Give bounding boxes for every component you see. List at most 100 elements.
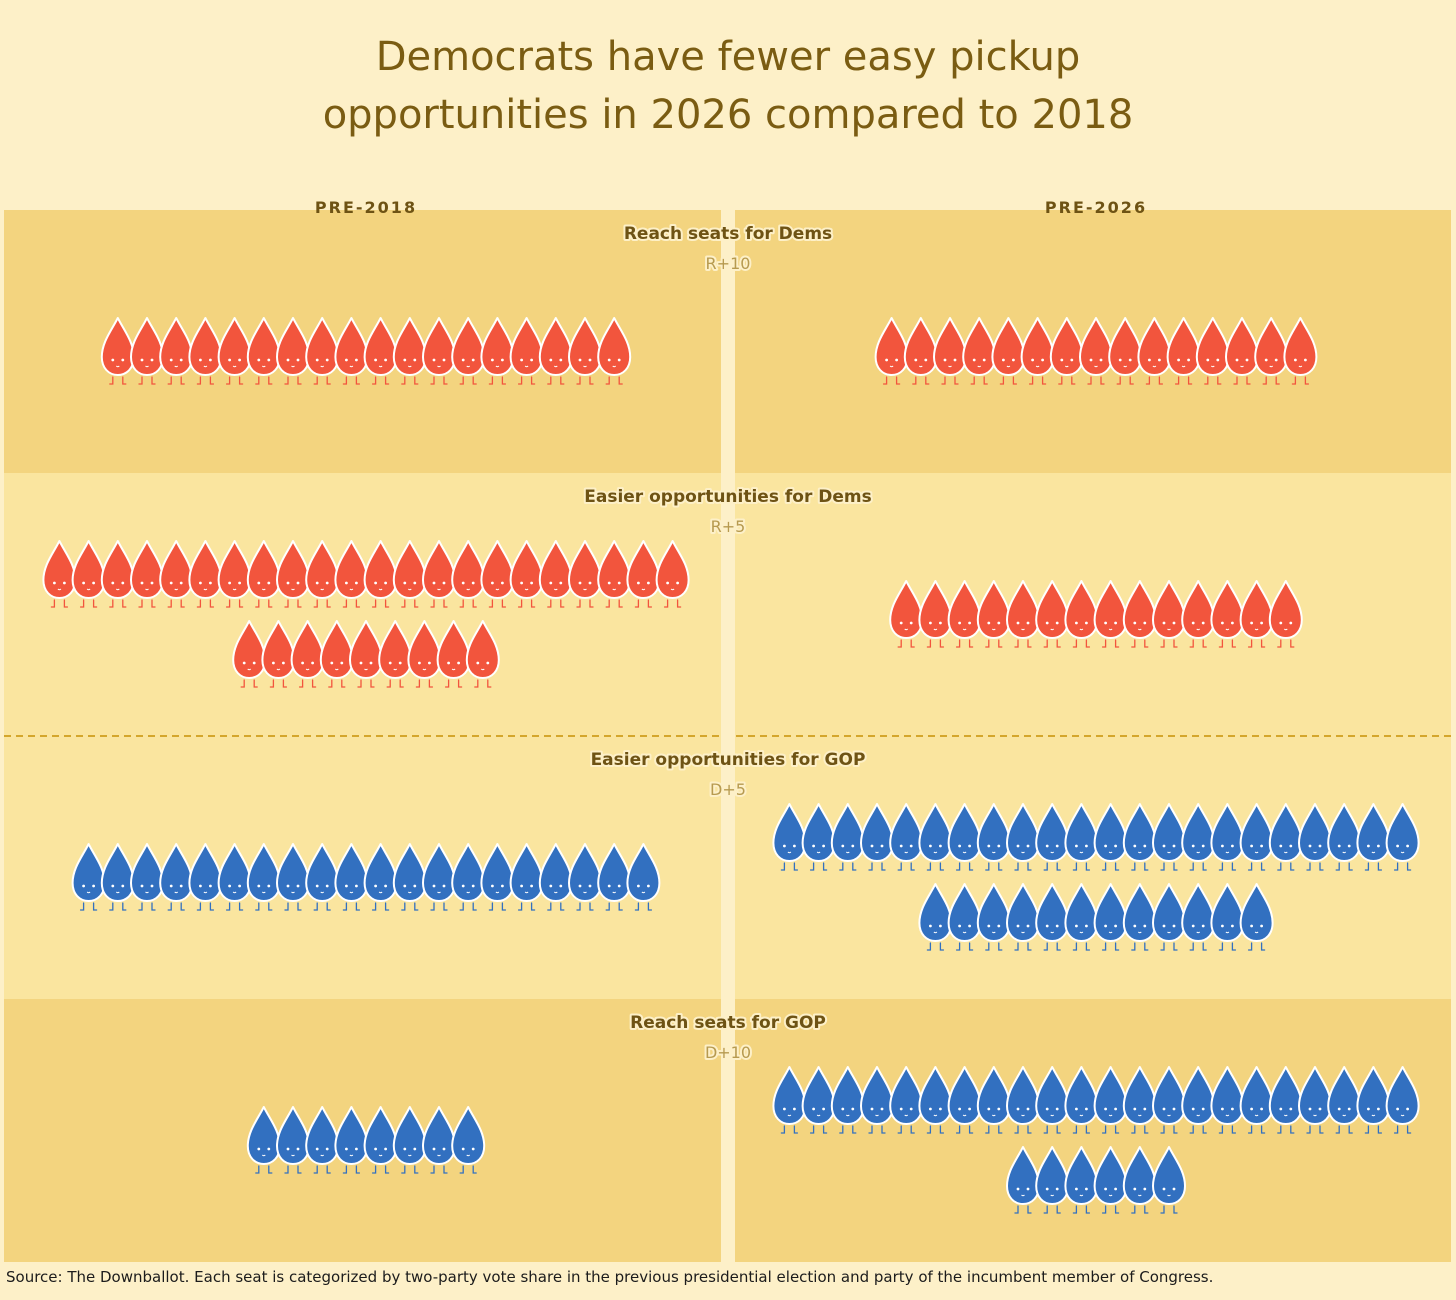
- band-bg-2-1: [4, 473, 721, 736]
- seat-drop: [1181, 883, 1216, 951]
- seat-drop: [889, 1066, 924, 1134]
- seat-drop: [42, 540, 77, 608]
- seat-drop: [1093, 1146, 1128, 1214]
- seat-drop: [334, 317, 369, 385]
- seat-drop: [655, 540, 690, 608]
- seat-drop: [1035, 803, 1070, 871]
- seat-drop: [538, 540, 573, 608]
- band-label: Easier opportunities for GOP: [591, 750, 866, 770]
- seat-drop: [319, 620, 354, 688]
- seat-drop: [422, 317, 456, 385]
- seat-drop: [1298, 1066, 1332, 1134]
- seat-drop: [1166, 317, 1201, 385]
- seat-drop: [1122, 803, 1157, 871]
- seat-drop: [480, 843, 515, 911]
- seat-drop: [1181, 580, 1216, 648]
- seat-drop: [363, 540, 398, 608]
- seat-drop: [246, 540, 281, 608]
- seat-drop: [947, 580, 982, 648]
- seat-drop: [509, 843, 544, 911]
- seat-drop: [538, 317, 573, 385]
- seat-drop: [261, 620, 296, 688]
- seat-drop: [1093, 580, 1128, 648]
- seat-drop: [1137, 317, 1172, 385]
- seat-drop: [1006, 803, 1040, 871]
- seat-drop: [538, 843, 573, 911]
- seat-drop: [276, 843, 310, 911]
- seat-drop: [1210, 803, 1245, 871]
- seat-drop: [1298, 803, 1332, 871]
- seat-drop: [918, 883, 953, 951]
- seat-drop: [276, 1106, 310, 1174]
- seat-drop: [480, 317, 515, 385]
- seat-drop: [422, 1106, 456, 1174]
- seat-drops: [42, 317, 1420, 1214]
- seat-drop: [1064, 1146, 1099, 1214]
- seat-drop: [1108, 317, 1143, 385]
- seat-drop: [860, 1066, 894, 1134]
- band-sublabel: D+10: [705, 1043, 751, 1062]
- band-sublabel: R+10: [706, 254, 751, 273]
- seat-drop: [1268, 1066, 1303, 1134]
- seat-drop: [363, 317, 398, 385]
- seat-drop: [947, 1066, 982, 1134]
- source-note: Source: The Downballot. Each seat is cat…: [6, 1268, 1214, 1286]
- seat-drop: [1327, 1066, 1362, 1134]
- seat-drop: [568, 843, 602, 911]
- seat-drop: [392, 540, 427, 608]
- seat-drop: [1152, 1066, 1186, 1134]
- seat-drop: [1239, 580, 1274, 648]
- seat-drop: [830, 1066, 865, 1134]
- seat-drop: [71, 540, 106, 608]
- seat-drop: [451, 317, 486, 385]
- seat-drop: [305, 540, 340, 608]
- seat-drop: [1093, 883, 1128, 951]
- seat-drop: [334, 1106, 369, 1174]
- seat-drop: [1152, 1146, 1186, 1214]
- chart-title: Democrats have fewer easy pickup opportu…: [322, 34, 1134, 138]
- seat-drop: [363, 843, 398, 911]
- seat-drop: [1079, 317, 1113, 385]
- seat-drop: [1254, 317, 1289, 385]
- seat-drop: [962, 317, 997, 385]
- seat-drop: [130, 317, 164, 385]
- seat-drop: [217, 843, 252, 911]
- seat-drop: [568, 540, 602, 608]
- seat-drop: [1064, 580, 1099, 648]
- seat-drop: [1283, 317, 1318, 385]
- seat-drop: [918, 580, 953, 648]
- seat-drop: [597, 317, 632, 385]
- seat-drop: [509, 540, 544, 608]
- seat-drop: [480, 540, 515, 608]
- seat-drop: [947, 803, 982, 871]
- seat-drop: [801, 803, 836, 871]
- seat-drop: [801, 1066, 836, 1134]
- seat-drop: [991, 317, 1026, 385]
- seat-drop: [188, 540, 223, 608]
- seat-drop: [976, 1066, 1011, 1134]
- seat-drop: [1210, 883, 1245, 951]
- band-sublabel: R+5: [711, 517, 746, 536]
- seat-drop: [451, 1106, 486, 1174]
- seat-drop: [1006, 1066, 1040, 1134]
- seat-drop: [232, 620, 267, 688]
- seat-drop: [568, 317, 602, 385]
- seat-drop: [422, 843, 456, 911]
- seat-drop: [1385, 803, 1420, 871]
- seat-drop: [100, 843, 135, 911]
- seat-drop: [1122, 883, 1157, 951]
- seat-drop: [1006, 883, 1040, 951]
- seat-drop: [1035, 1146, 1070, 1214]
- seat-drop: [1239, 883, 1274, 951]
- seat-drop: [1049, 317, 1084, 385]
- seat-drop: [1122, 1066, 1157, 1134]
- seat-drop: [1356, 1066, 1391, 1134]
- seat-drop: [1210, 1066, 1245, 1134]
- seat-drop: [1327, 803, 1362, 871]
- seat-drop: [188, 317, 223, 385]
- seat-drop: [1356, 803, 1391, 871]
- seat-drop: [305, 317, 340, 385]
- seat-drop: [276, 317, 310, 385]
- column-heading-2: PRE-2026: [1045, 198, 1147, 217]
- seat-drop: [1210, 580, 1245, 648]
